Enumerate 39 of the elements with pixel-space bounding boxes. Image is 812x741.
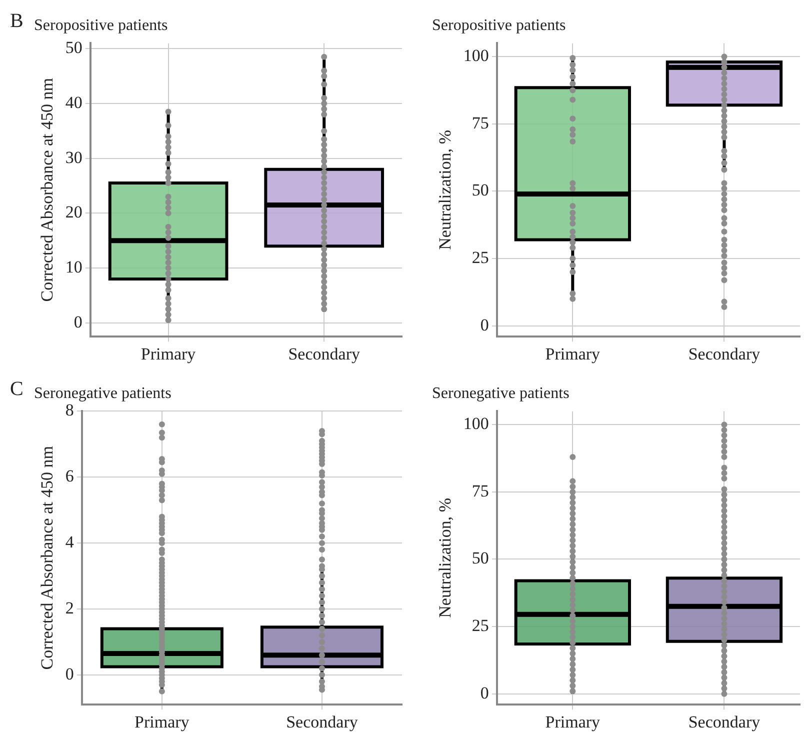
- y-tick-label: 8: [65, 400, 74, 420]
- y-tick-label: 20: [65, 202, 82, 222]
- y-tick-label: 75: [472, 481, 489, 500]
- x-tick-label: Primary: [545, 712, 601, 732]
- x-tick-label: Secondary: [288, 344, 360, 364]
- y-tick-label: 75: [472, 113, 489, 132]
- y-tick-label: 50: [472, 180, 489, 200]
- x-tick-label: Secondary: [286, 712, 358, 732]
- y-tick-label: 25: [472, 248, 489, 268]
- x-tick-label: Primary: [134, 712, 190, 732]
- y-axis-title: Corrected Absorbance at 450 nm: [38, 78, 57, 302]
- y-tick-label: 2: [65, 598, 74, 618]
- y-tick-label: 0: [480, 683, 489, 702]
- text: C: [10, 378, 24, 401]
- y-tick-label: 50: [472, 548, 489, 568]
- y-tick-label: 30: [65, 148, 82, 167]
- chart-title: Seropositive patients: [34, 16, 168, 34]
- y-tick-label: 100: [463, 414, 489, 434]
- x-tick-label: Secondary: [688, 712, 761, 732]
- y-tick-label: 0: [65, 664, 74, 684]
- y-tick-label: 25: [472, 616, 489, 636]
- x-tick-label: Primary: [140, 344, 196, 364]
- y-tick-label: 0: [74, 312, 82, 332]
- text: B: [10, 10, 24, 33]
- y-axis-title: Corrected Absorbance at 450 nm: [38, 446, 57, 670]
- y-axis-title: Neutralization, %: [436, 498, 455, 618]
- y-tick-label: 50: [65, 38, 82, 58]
- y-tick-label: 40: [65, 92, 82, 112]
- chart-title: Seronegative patients: [34, 384, 172, 402]
- y-tick-label: 4: [65, 532, 74, 552]
- x-tick-label: Secondary: [688, 344, 761, 364]
- y-tick-label: 0: [480, 315, 489, 334]
- y-tick-label: 100: [463, 46, 489, 66]
- y-axis-title: Neutralization, %: [436, 130, 455, 250]
- y-tick-label: 10: [65, 258, 82, 277]
- chart-title: Seropositive patients: [432, 16, 566, 34]
- y-tick-label: 6: [65, 466, 74, 486]
- x-tick-label: Primary: [545, 344, 601, 364]
- chart-title: Seronegative patients: [432, 384, 570, 402]
